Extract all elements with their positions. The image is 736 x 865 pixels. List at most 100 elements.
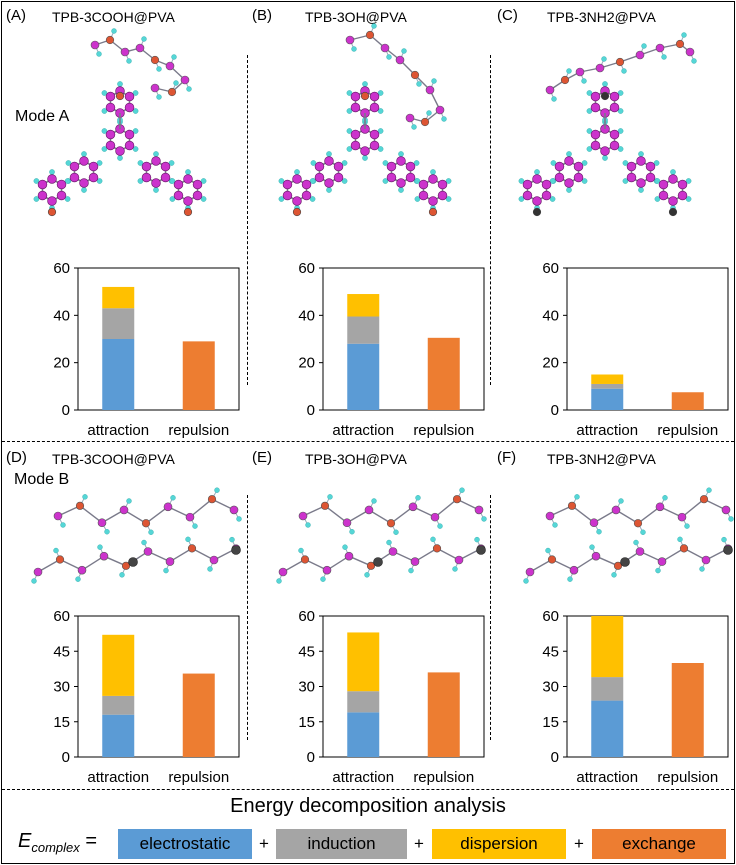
hydrogen-atom bbox=[581, 78, 587, 84]
chart-C: 0 20 40 60 attraction repulsion bbox=[542, 260, 729, 439]
y-tick-label: 0 bbox=[307, 402, 315, 419]
hydrogen-atom bbox=[298, 547, 304, 554]
carbon-atom bbox=[701, 555, 711, 565]
hydrogen-atom bbox=[320, 576, 326, 582]
hydrogen-atom bbox=[229, 536, 235, 543]
hydrogen-atom bbox=[104, 529, 110, 535]
hydrogen-atom bbox=[596, 529, 602, 535]
carbon-atom bbox=[124, 91, 135, 102]
carbon-atom bbox=[396, 156, 406, 166]
carbon-atom bbox=[645, 161, 656, 172]
y-tick-label: 40 bbox=[298, 307, 315, 324]
y-tick-label: 15 bbox=[53, 714, 70, 731]
carbon-atom bbox=[324, 178, 334, 188]
hydrogen-atom bbox=[640, 529, 646, 535]
hydrogen-atom bbox=[661, 54, 667, 60]
hydrogen-atom bbox=[96, 160, 103, 166]
hydrogen-atom bbox=[236, 516, 242, 522]
hydrogen-atom bbox=[552, 522, 558, 528]
carbon-atom bbox=[350, 129, 361, 140]
carbon-atom bbox=[301, 179, 312, 190]
terminal-atom bbox=[128, 557, 138, 567]
hydrogen-atom bbox=[437, 523, 443, 529]
bar-electrostatic bbox=[591, 700, 624, 757]
hydrogen-atom bbox=[549, 178, 556, 184]
y-tick-label: 30 bbox=[53, 679, 70, 696]
y-tick-label: 20 bbox=[53, 355, 70, 372]
mode-a-label: Mode A bbox=[15, 108, 70, 125]
hydrogen-atom bbox=[65, 160, 72, 166]
bar-induction bbox=[591, 383, 624, 389]
carbon-atom bbox=[115, 146, 125, 156]
panel-label-d: (D) bbox=[6, 449, 27, 466]
hydrogen-atom bbox=[82, 494, 88, 500]
hydrogen-atom bbox=[681, 32, 687, 38]
hydrogen-atom bbox=[132, 146, 139, 152]
hydrogen-atom bbox=[414, 196, 421, 202]
hydrogen-atom bbox=[622, 178, 629, 184]
carbon-atom bbox=[47, 196, 57, 206]
carbon-atom bbox=[396, 178, 406, 188]
hydrogen-atom bbox=[163, 567, 169, 574]
hydrogen-atom bbox=[545, 547, 551, 554]
carbon-atom bbox=[77, 565, 87, 575]
carbon-atom bbox=[369, 102, 380, 113]
carbon-atom bbox=[532, 196, 542, 206]
hydrogen-atom bbox=[200, 196, 207, 202]
panel-label-b: (B) bbox=[252, 7, 272, 24]
hydrogen-atom bbox=[426, 110, 432, 116]
hydrogen-atom bbox=[327, 494, 333, 500]
hydrogen-atom bbox=[459, 487, 465, 493]
bar-exchange bbox=[427, 337, 460, 410]
bar-electrostatic bbox=[347, 343, 380, 410]
carbon-atom bbox=[333, 172, 344, 183]
carbon-atom bbox=[301, 190, 312, 201]
hydrogen-atom bbox=[662, 495, 668, 501]
y-tick-label: 60 bbox=[53, 608, 70, 625]
hydrogen-atom bbox=[346, 128, 353, 134]
hydrogen-atom bbox=[342, 544, 348, 550]
hydrogen-atom bbox=[156, 66, 162, 72]
hydrogen-atom bbox=[382, 178, 389, 184]
carbon-atom bbox=[677, 512, 687, 522]
carbon-atom bbox=[418, 190, 429, 201]
carbon-atom bbox=[564, 156, 574, 166]
hydrogen-atom bbox=[64, 178, 71, 184]
carbon-atom bbox=[350, 91, 361, 102]
carbon-atom bbox=[541, 179, 552, 190]
hydrogen-atom bbox=[148, 529, 154, 535]
bar-electrostatic bbox=[102, 714, 135, 757]
hydrogen-atom bbox=[413, 160, 420, 166]
carbon-atom bbox=[88, 161, 99, 172]
carbon-atom bbox=[345, 35, 355, 45]
carbon-atom bbox=[151, 156, 161, 166]
y-tick-label: 30 bbox=[298, 679, 315, 696]
hydrogen-atom bbox=[523, 578, 529, 584]
bar-exchange bbox=[671, 392, 704, 410]
plus-sign: + bbox=[414, 834, 424, 853]
bond bbox=[573, 555, 597, 571]
hydrogen-atom bbox=[431, 78, 437, 84]
bar-induction bbox=[591, 677, 624, 701]
hydrogen-atom bbox=[549, 196, 556, 202]
legend-chip-induction: induction bbox=[276, 829, 407, 859]
y-tick-label: 60 bbox=[298, 608, 315, 625]
hydrogen-atom bbox=[618, 498, 624, 504]
carbon-atom bbox=[185, 512, 195, 522]
hydrogen-atom bbox=[153, 151, 159, 157]
row-separator bbox=[2, 441, 734, 442]
carbon-atom bbox=[141, 161, 152, 172]
x-category-label: repulsion bbox=[168, 422, 229, 439]
carbon-atom bbox=[192, 179, 203, 190]
carbon-atom bbox=[192, 190, 203, 201]
hydrogen-atom bbox=[377, 90, 384, 96]
carbon-atom bbox=[369, 129, 380, 140]
equation-subscript: complex bbox=[31, 840, 80, 855]
bar-dispersion bbox=[102, 634, 135, 696]
hydrogen-atom bbox=[96, 51, 102, 57]
carbon-atom bbox=[405, 161, 416, 172]
legend-label-induction: induction bbox=[307, 834, 376, 853]
hydrogen-atom bbox=[633, 539, 639, 546]
hydrogen-atom bbox=[654, 178, 661, 184]
chart-plot-area bbox=[77, 615, 240, 758]
